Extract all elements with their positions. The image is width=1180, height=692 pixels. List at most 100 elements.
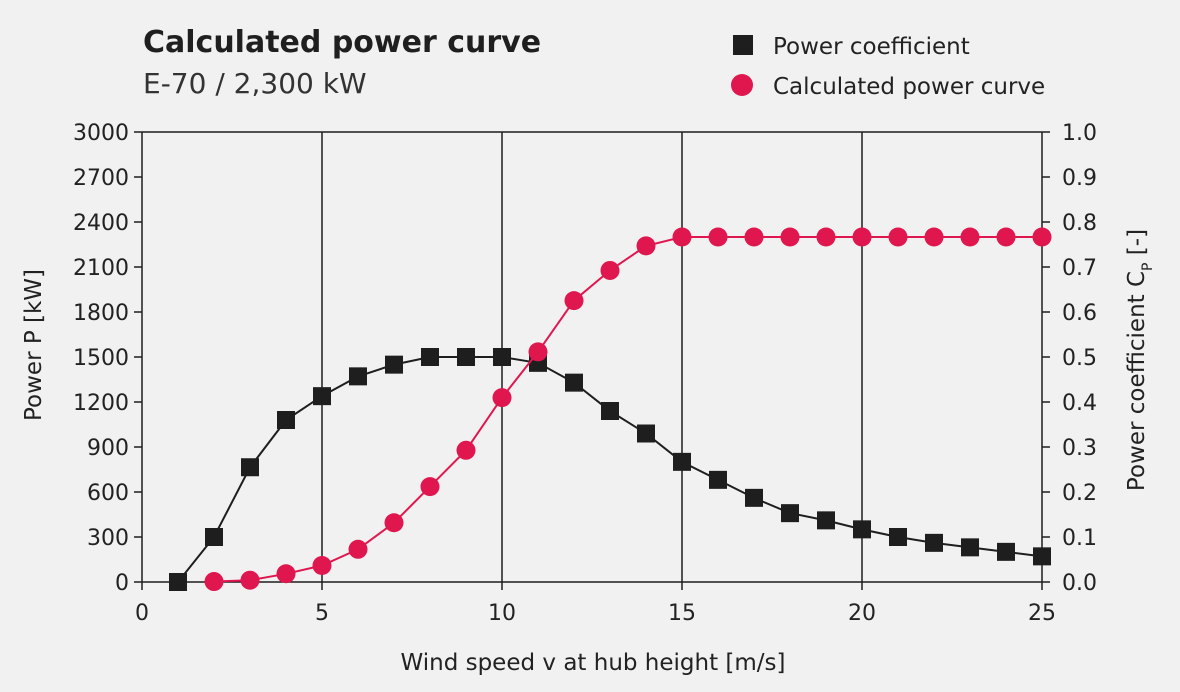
legend: Power coefficient Calculated power curve (731, 34, 1045, 100)
left-axis-label: Power P [kW] (21, 269, 47, 421)
data-point-power-coefficient-3 (241, 458, 259, 477)
data-point-power-coefficient-21 (889, 528, 907, 546)
x-tick-label-10: 10 (488, 601, 516, 626)
data-point-power-coefficient-22 (925, 533, 943, 552)
series-line-power-coefficient (177, 356, 1043, 583)
data-point-power-coefficient-19 (817, 511, 835, 530)
y-right-tick-label-0.7: 0.7 (1062, 256, 1097, 281)
right-axis-tick-labels: 0.0 0.1 0.2 0.3 0.4 0.5 0.6 0.7 0.8 0.9 1.0 (1062, 121, 1097, 596)
data-point-power-coefficient-10 (493, 348, 511, 366)
x-tick-label-25: 25 (1028, 601, 1056, 626)
data-point-calculated-power-curve-25 (1032, 227, 1052, 247)
data-point-calculated-power-curve-12 (564, 291, 584, 311)
y-left-tick-label-2700: 2700 (73, 166, 129, 191)
x-tick-label-20: 20 (848, 601, 876, 626)
data-point-power-coefficient-4 (277, 411, 295, 429)
data-point-power-coefficient-8 (421, 348, 439, 366)
right-axis-label-subscript: P (1140, 263, 1156, 271)
x-axis-tick-labels: 0 5 10 15 20 25 (135, 601, 1056, 626)
data-point-calculated-power-curve-2 (204, 572, 224, 592)
legend-marker-calculated-power-curve (731, 74, 753, 96)
y-left-tick-label-300: 300 (87, 526, 129, 551)
x-tick-label-15: 15 (668, 601, 696, 626)
data-point-calculated-power-curve-21 (888, 227, 908, 247)
data-point-calculated-power-curve-4 (276, 564, 296, 584)
x-axis-label: Wind speed v at hub height [m/s] (400, 650, 785, 676)
data-point-calculated-power-curve-16 (708, 227, 728, 247)
y-right-tick-label-1.0: 1.0 (1062, 121, 1097, 146)
y-left-tick-label-2400: 2400 (73, 211, 129, 236)
y-right-tick-label-0.1: 0.1 (1062, 526, 1097, 551)
y-right-tick-label-0.8: 0.8 (1062, 211, 1097, 236)
x-tick-label-0: 0 (135, 601, 149, 626)
y-left-tick-label-2100: 2100 (73, 256, 129, 281)
legend-label-calculated-power-curve: Calculated power curve (773, 74, 1045, 100)
series (169, 227, 1052, 592)
series-calculated-power-curve (204, 227, 1052, 592)
data-point-calculated-power-curve-9 (456, 440, 476, 460)
data-point-power-coefficient-17 (745, 488, 763, 507)
data-point-calculated-power-curve-13 (600, 260, 620, 280)
data-point-calculated-power-curve-7 (384, 513, 404, 533)
y-right-tick-label-0.9: 0.9 (1062, 166, 1097, 191)
y-right-tick-label-0.0: 0.0 (1062, 571, 1097, 596)
data-point-calculated-power-curve-22 (924, 227, 944, 247)
data-point-calculated-power-curve-11 (528, 342, 548, 362)
data-point-power-coefficient-25 (1033, 547, 1051, 566)
data-point-power-coefficient-5 (313, 387, 331, 406)
legend-marker-power-coefficient (733, 35, 753, 55)
data-point-calculated-power-curve-17 (744, 227, 764, 247)
y-left-tick-label-900: 900 (87, 436, 129, 461)
y-left-tick-label-1200: 1200 (73, 391, 129, 416)
grid (321, 132, 863, 582)
legend-label-power-coefficient: Power coefficient (773, 34, 970, 60)
data-point-calculated-power-curve-5 (312, 556, 332, 575)
series-power-coefficient (169, 348, 1051, 591)
y-right-tick-label-0.5: 0.5 (1062, 346, 1097, 371)
y-left-tick-label-1800: 1800 (73, 301, 129, 326)
data-point-calculated-power-curve-20 (852, 227, 872, 247)
y-right-tick-label-0.4: 0.4 (1062, 391, 1097, 416)
right-axis-label-main: Power coefficient C (1124, 271, 1150, 491)
data-point-calculated-power-curve-24 (996, 227, 1016, 247)
right-axis-label: Power coefficient CP [-] (1124, 229, 1156, 491)
data-point-calculated-power-curve-18 (780, 227, 800, 247)
data-point-power-coefficient-13 (601, 402, 619, 420)
data-point-power-coefficient-16 (709, 470, 727, 489)
data-point-calculated-power-curve-6 (348, 539, 368, 559)
chart-subtitle: E-70 / 2,300 kW (143, 67, 367, 100)
data-point-power-coefficient-18 (781, 504, 799, 523)
y-left-tick-label-1500: 1500 (73, 346, 129, 371)
data-point-calculated-power-curve-23 (960, 227, 980, 247)
series-line-calculated-power-curve (213, 236, 1042, 583)
y-right-tick-label-0.3: 0.3 (1062, 436, 1097, 461)
data-point-power-coefficient-6 (349, 367, 367, 386)
axes (134, 131, 1050, 590)
left-axis-tick-labels: 0 300 600 900 1200 1500 1800 2100 2400 2700 3000 (73, 121, 129, 596)
chart-title: Calculated power curve (143, 25, 541, 60)
y-left-tick-label-3000: 3000 (73, 121, 129, 146)
data-point-power-coefficient-14 (637, 424, 655, 443)
data-point-power-coefficient-9 (457, 348, 475, 366)
data-point-calculated-power-curve-10 (492, 388, 512, 408)
data-point-calculated-power-curve-19 (816, 227, 836, 247)
y-left-tick-label-600: 600 (87, 481, 129, 506)
data-point-power-coefficient-24 (997, 542, 1015, 561)
y-right-tick-label-0.6: 0.6 (1062, 301, 1097, 326)
y-right-tick-label-0.2: 0.2 (1062, 481, 1097, 506)
data-point-power-coefficient-2 (205, 528, 223, 546)
data-point-power-coefficient-1 (169, 573, 187, 591)
x-tick-label-5: 5 (315, 601, 329, 626)
data-point-power-coefficient-15 (673, 452, 691, 471)
data-point-calculated-power-curve-8 (420, 477, 440, 497)
data-point-calculated-power-curve-3 (240, 570, 260, 590)
data-point-power-coefficient-7 (385, 355, 403, 374)
y-left-tick-label-0: 0 (115, 571, 129, 596)
data-point-calculated-power-curve-15 (672, 227, 692, 247)
right-axis-label-suffix: [-] (1124, 229, 1150, 263)
data-point-power-coefficient-20 (853, 520, 871, 539)
data-point-power-coefficient-12 (565, 373, 583, 392)
data-point-calculated-power-curve-14 (636, 236, 656, 256)
